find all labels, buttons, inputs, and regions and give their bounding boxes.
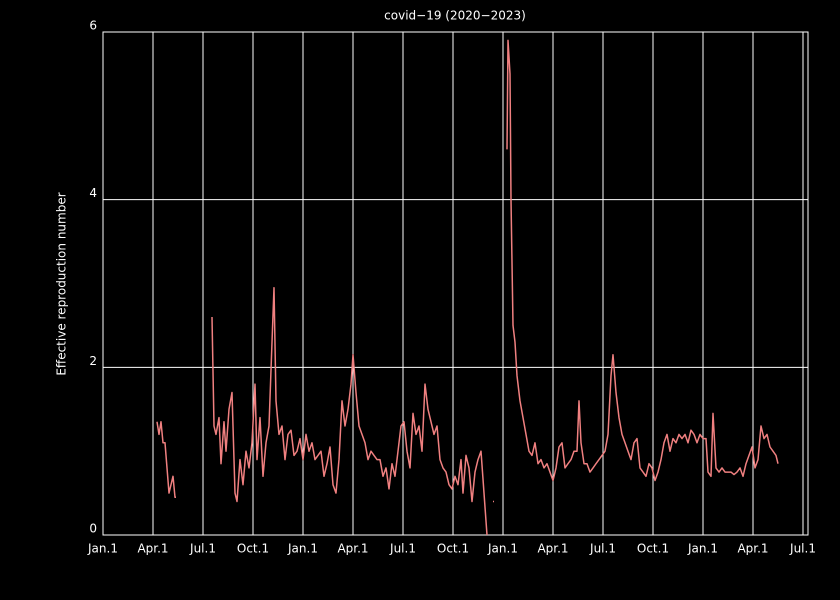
y-tick-label: 2 xyxy=(89,354,97,368)
plot-frame xyxy=(102,31,809,536)
x-tick-label: Jul.1 xyxy=(789,542,816,556)
x-tick-label: Jan.1 xyxy=(87,542,118,556)
x-tick-label: Apr.1 xyxy=(737,542,768,556)
x-tick-label: Jul.1 xyxy=(389,542,416,556)
y-tick-label: 4 xyxy=(89,186,97,200)
x-tick-label: Jan.1 xyxy=(487,542,518,556)
x-tick-label: Jan.1 xyxy=(687,542,718,556)
x-tick-label: Oct.1 xyxy=(637,542,669,556)
x-tick-label: Apr.1 xyxy=(537,542,568,556)
x-tick-label: Jan.1 xyxy=(287,542,318,556)
x-tick-label: Apr.1 xyxy=(337,542,368,556)
x-tick-label: Jul.1 xyxy=(589,542,616,556)
y-tick-label: 0 xyxy=(89,522,97,536)
y-axis-label: Effective reproduction number xyxy=(55,192,69,375)
x-tick-label: Apr.1 xyxy=(137,542,168,556)
data-line xyxy=(156,39,779,536)
x-tick-label: Oct.1 xyxy=(237,542,269,556)
y-tick-label: 6 xyxy=(89,19,97,33)
x-tick-label: Oct.1 xyxy=(437,542,469,556)
chart-title: covid−19 (2020−2023) xyxy=(384,9,526,23)
x-tick-label: Jul.1 xyxy=(189,542,216,556)
